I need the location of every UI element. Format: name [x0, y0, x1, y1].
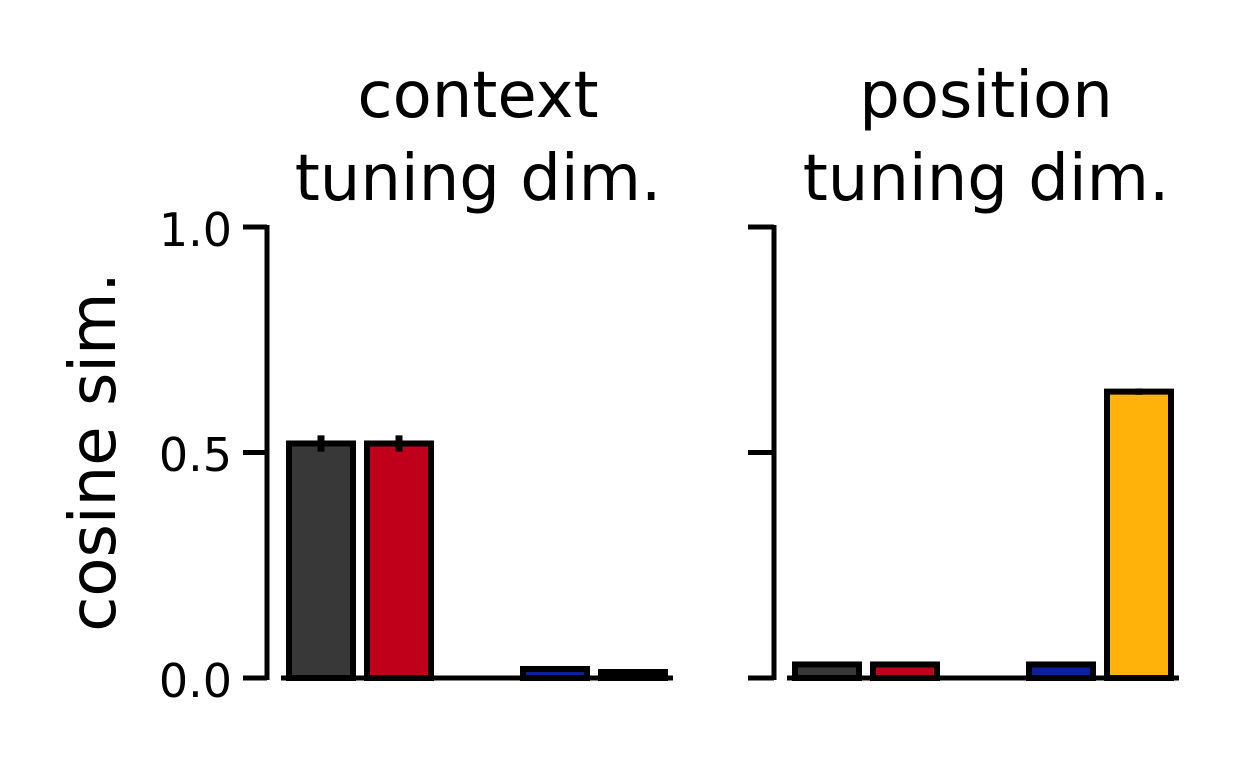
panel-1-title-line-2: tuning dim.: [295, 142, 662, 216]
panel-2-title-line-1: position: [859, 59, 1113, 133]
panel-2-bar-2: [870, 661, 940, 681]
y-axis-label: cosine sim.: [57, 272, 131, 632]
panel-1-bar-1: [286, 440, 356, 682]
panel-2-title-line-2: tuning dim.: [803, 142, 1170, 216]
panel-2-bar-5: [1104, 388, 1174, 681]
chart-marks: [243, 224, 1179, 682]
panel-1-title-line-1: context: [357, 59, 598, 133]
panel-1-bar-2: [364, 440, 434, 682]
panel-2-bar-1: [792, 661, 862, 681]
y-tick-label-1: 0.5: [159, 428, 232, 482]
y-tick-label-0: 0.0: [159, 654, 232, 708]
y-tick-label-2: 1.0: [159, 203, 232, 257]
